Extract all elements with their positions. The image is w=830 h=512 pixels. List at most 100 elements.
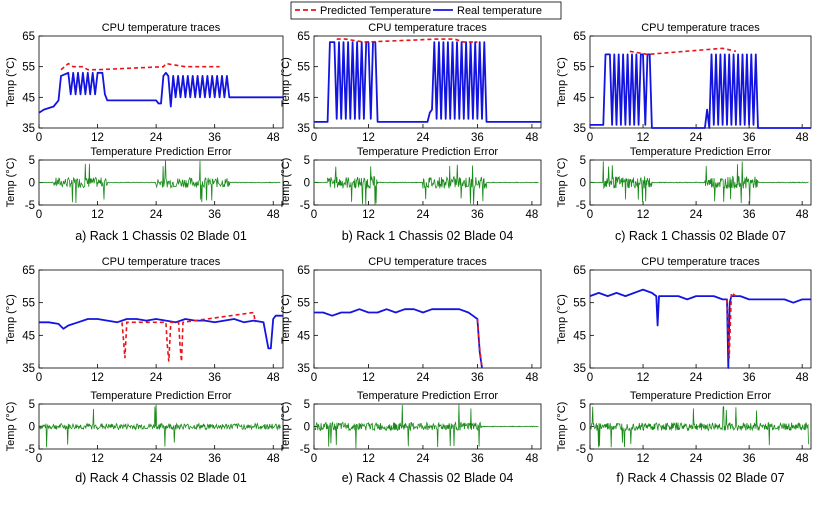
error-plot-ylabel: Temp (°C) bbox=[5, 158, 17, 208]
temp-plot-xtick-label: 0 bbox=[36, 132, 42, 144]
error-plot-ytick-label: -5 bbox=[300, 444, 310, 456]
legend-real-label: Real temperature bbox=[457, 5, 542, 17]
temp-plot-ytick-label: 65 bbox=[22, 265, 35, 277]
temp-plot-title: CPU temperature traces bbox=[102, 22, 221, 34]
temp-plot-ytick-label: 35 bbox=[297, 123, 310, 135]
chart-panel-5: 35 45 55 65 0 12 24 36 48 CPU temperature traces T… bbox=[280, 256, 542, 485]
temp-plot-ytick-label: 55 bbox=[297, 62, 310, 74]
predicted-temperature-line bbox=[336, 38, 478, 43]
temp-plot-xtick-label: 0 bbox=[587, 372, 593, 384]
temp-plot-ytick-label: 55 bbox=[22, 298, 35, 310]
error-plot-xtick-label: 36 bbox=[208, 209, 221, 221]
error-plot-ytick-label: -5 bbox=[576, 444, 586, 456]
error-plot-xtick-label: 0 bbox=[311, 209, 317, 221]
chart-panel-4: 35 45 55 65 0 12 24 36 48 CPU temperature traces T… bbox=[5, 256, 284, 485]
error-plot-xtick-label: 12 bbox=[91, 453, 104, 465]
error-plot-xtick-label: 48 bbox=[267, 453, 280, 465]
temp-plot-xtick-label: 0 bbox=[36, 372, 42, 384]
temp-plot-xtick-label: 48 bbox=[526, 372, 539, 384]
error-plot-ytick-label: -5 bbox=[25, 200, 35, 212]
legend-predicted-label: Predicted Temperature bbox=[320, 5, 431, 17]
error-plot-xtick-label: 48 bbox=[526, 453, 539, 465]
temp-plot-xtick-label: 48 bbox=[267, 372, 280, 384]
error-plot-ytick-label: 5 bbox=[580, 399, 586, 411]
temp-plot-ytick-label: 35 bbox=[22, 123, 35, 135]
temp-plot-title: CPU temperature traces bbox=[368, 256, 487, 268]
predicted-temperature-line bbox=[476, 318, 483, 369]
prediction-error-line bbox=[39, 159, 281, 204]
error-plot-xtick-label: 0 bbox=[587, 209, 593, 221]
temp-plot-ytick-label: 45 bbox=[573, 92, 586, 104]
error-plot-ytick-label: -5 bbox=[300, 200, 310, 212]
temp-plot-xtick-label: 12 bbox=[91, 372, 104, 384]
predicted-temperature-line bbox=[726, 291, 737, 359]
error-plot-xtick-label: 12 bbox=[91, 209, 104, 221]
temp-plot-xtick-label: 24 bbox=[417, 132, 430, 144]
real-temperature-line bbox=[38, 71, 283, 114]
temp-plot-xtick-label: 48 bbox=[796, 132, 809, 144]
temp-plot-xtick-label: 0 bbox=[311, 372, 317, 384]
panel-caption: a) Rack 1 Chassis 02 Blade 01 bbox=[75, 229, 247, 243]
error-plot-ylabel: Temp (°C) bbox=[280, 158, 292, 208]
error-plot-title: Temperature Prediction Error bbox=[630, 146, 772, 158]
predicted-temperature-line bbox=[121, 311, 256, 362]
temp-plot-xtick-label: 24 bbox=[690, 132, 703, 144]
temp-plot-xtick-label: 12 bbox=[637, 132, 650, 144]
error-plot-ytick-label: 5 bbox=[580, 155, 586, 167]
error-plot-xtick-label: 24 bbox=[690, 209, 703, 221]
temp-plot-xtick-label: 48 bbox=[796, 372, 809, 384]
temp-plot-ytick-label: 65 bbox=[297, 265, 310, 277]
error-plot-xtick-label: 24 bbox=[417, 453, 430, 465]
error-plot-ytick-label: 0 bbox=[304, 422, 310, 434]
temp-plot-title: CPU temperature traces bbox=[368, 22, 487, 34]
temp-plot-xtick-label: 36 bbox=[471, 372, 484, 384]
temp-plot-ytick-label: 65 bbox=[297, 31, 310, 43]
temp-plot-xtick-label: 0 bbox=[311, 132, 317, 144]
temp-plot-ytick-label: 35 bbox=[22, 363, 35, 375]
prediction-error-line bbox=[589, 405, 809, 448]
temp-plot-ytick-label: 35 bbox=[573, 123, 586, 135]
temp-plot-axes-box bbox=[313, 269, 542, 369]
temp-plot-ytick-label: 45 bbox=[573, 330, 586, 342]
error-plot-xtick-label: 36 bbox=[743, 209, 756, 221]
panel-caption: f) Rack 4 Chassis 02 Blade 07 bbox=[616, 471, 784, 485]
chart-panel-3: 35 45 55 65 0 12 24 36 48 CPU temperature traces T… bbox=[556, 22, 812, 243]
temp-plot-ytick-label: 55 bbox=[297, 298, 310, 310]
error-plot-xtick-label: 24 bbox=[150, 453, 163, 465]
prediction-error-line bbox=[38, 404, 281, 448]
temp-plot-title: CPU temperature traces bbox=[641, 22, 760, 34]
temp-plot-ylabel: Temp (°C) bbox=[556, 294, 568, 344]
error-plot-ytick-label: 0 bbox=[580, 422, 586, 434]
error-plot-title: Temperature Prediction Error bbox=[630, 390, 772, 402]
temp-plot-xtick-label: 12 bbox=[91, 132, 104, 144]
temp-plot-ytick-label: 65 bbox=[573, 31, 586, 43]
error-plot-ylabel: Temp (°C) bbox=[556, 402, 568, 452]
error-plot-xtick-label: 24 bbox=[150, 209, 163, 221]
chart-panel-2: 35 45 55 65 0 12 24 36 48 CPU temperature traces T… bbox=[280, 22, 542, 243]
error-plot-xtick-label: 0 bbox=[36, 453, 42, 465]
error-plot-xtick-label: 12 bbox=[362, 209, 375, 221]
temp-plot-xtick-label: 36 bbox=[208, 132, 221, 144]
temp-plot-xtick-label: 12 bbox=[362, 132, 375, 144]
error-plot-ytick-label: 0 bbox=[29, 422, 35, 434]
temp-plot-ytick-label: 45 bbox=[22, 330, 35, 342]
error-plot-xtick-label: 0 bbox=[311, 453, 317, 465]
temp-plot-ytick-label: 35 bbox=[297, 363, 310, 375]
error-plot-ytick-label: 5 bbox=[304, 399, 310, 411]
legend-box bbox=[290, 1, 562, 20]
error-plot-xtick-label: 0 bbox=[36, 209, 42, 221]
temp-plot-xtick-label: 36 bbox=[743, 132, 756, 144]
prediction-error-line bbox=[589, 161, 809, 204]
temp-plot-ytick-label: 55 bbox=[573, 62, 586, 74]
error-plot-ytick-label: 0 bbox=[29, 178, 35, 190]
temp-plot-ylabel: Temp (°C) bbox=[5, 294, 17, 344]
error-plot-xtick-label: 48 bbox=[796, 209, 809, 221]
error-plot-ytick-label: 5 bbox=[304, 155, 310, 167]
error-plot-xtick-label: 12 bbox=[637, 453, 650, 465]
error-plot-ytick-label: 5 bbox=[29, 399, 35, 411]
predicted-temperature-line bbox=[629, 47, 737, 56]
prediction-error-line bbox=[313, 164, 539, 205]
temp-plot-xtick-label: 36 bbox=[208, 372, 221, 384]
real-temperature-line bbox=[314, 308, 483, 369]
